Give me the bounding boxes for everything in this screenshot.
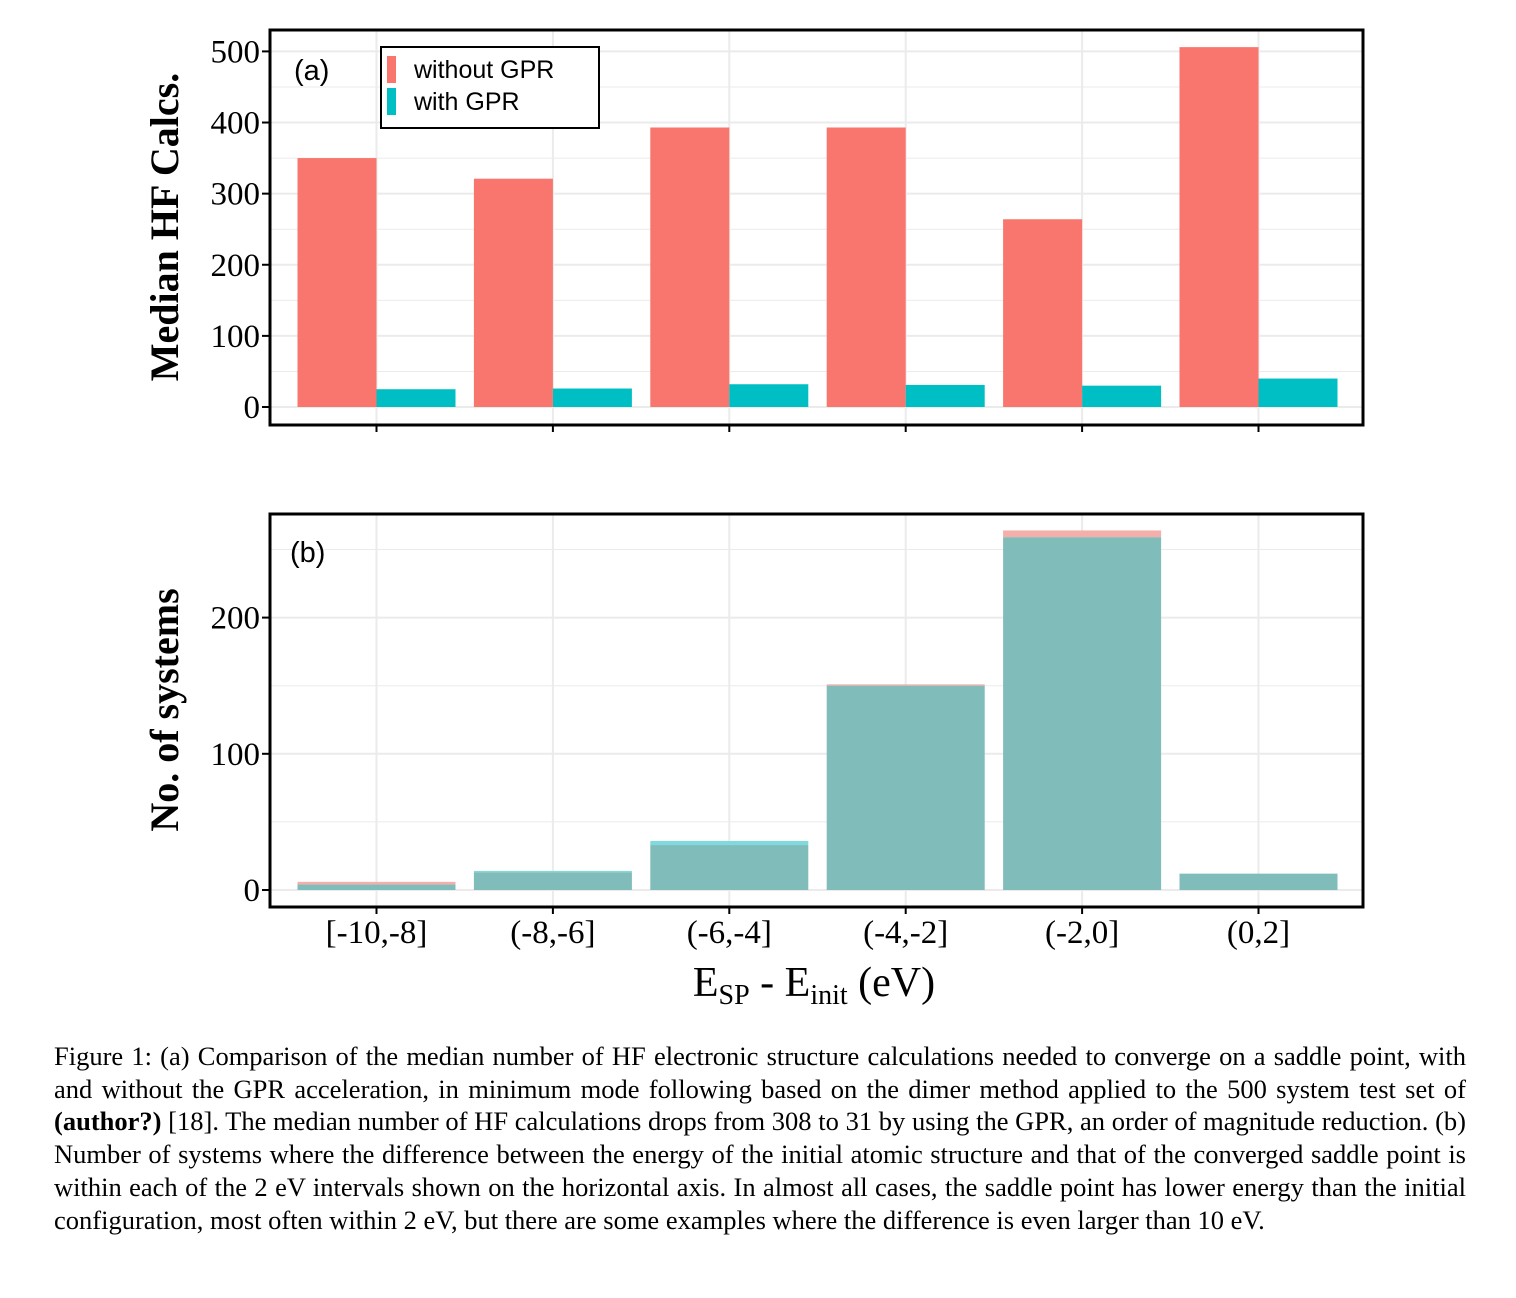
y-axis: 0 100 200 bbox=[211, 601, 270, 909]
bar-with-gpr bbox=[905, 384, 985, 407]
caption-text-2: [18]. The median number of HF calculatio… bbox=[54, 1106, 1466, 1235]
x-axis bbox=[375, 425, 1260, 432]
bars bbox=[297, 47, 1338, 407]
bar-with-gpr bbox=[650, 840, 809, 846]
bar-without-gpr bbox=[297, 158, 377, 407]
bar-without-gpr bbox=[473, 178, 553, 407]
caption-text-1: Figure 1: (a) Comparison of the median n… bbox=[54, 1041, 1466, 1104]
bar-without-gpr bbox=[826, 127, 906, 407]
legend-key bbox=[387, 88, 396, 115]
x-tick-label: (-2,0] bbox=[1045, 915, 1119, 951]
x-tick-label: (-4,-2] bbox=[863, 915, 948, 951]
bar-with-gpr bbox=[1082, 385, 1162, 407]
legend-box bbox=[380, 46, 600, 129]
x-tick-label: [-10,-8] bbox=[326, 915, 428, 951]
y-tick-label: 0 bbox=[244, 390, 261, 426]
panel-border bbox=[268, 28, 1365, 427]
y-axis: 0 100 200 300 400 500 bbox=[211, 34, 270, 426]
bar-with-gpr bbox=[1003, 537, 1162, 890]
y-tick-label: 400 bbox=[211, 106, 261, 142]
bars bbox=[297, 530, 1338, 890]
legend-key bbox=[387, 56, 396, 83]
bar-with-gpr bbox=[1258, 378, 1338, 407]
bar-without-gpr bbox=[650, 127, 730, 407]
bar-without-gpr bbox=[1003, 530, 1162, 538]
panel-label: (a) bbox=[294, 55, 329, 87]
panel-border bbox=[268, 512, 1365, 909]
y-tick-label: 200 bbox=[211, 248, 261, 284]
bar-without-gpr bbox=[650, 845, 809, 890]
x-tick-label: (-6,-4] bbox=[687, 915, 772, 951]
bar-without-gpr bbox=[473, 872, 632, 890]
bar-without-gpr bbox=[1179, 873, 1338, 890]
bar-without-gpr bbox=[297, 881, 456, 885]
figure-caption: Figure 1: (a) Comparison of the median n… bbox=[54, 1040, 1466, 1236]
y-tick-label: 0 bbox=[244, 873, 261, 909]
y-axis-title: No. of systems bbox=[142, 588, 187, 831]
figure: 0 100 200 300 400 500 Median HF Calcs. (a) witho… bbox=[142, 28, 1365, 1011]
y-tick-label: 200 bbox=[211, 601, 261, 637]
x-axis: [-10,-8] (-8,-6] (-6,-4] (-4,-2] (-2,0] (0,2] bbox=[326, 907, 1290, 951]
bar-with-gpr bbox=[297, 884, 456, 890]
bar-without-gpr bbox=[1179, 47, 1259, 407]
y-tick-label: 500 bbox=[211, 34, 261, 70]
x-axis-title: ESP - Einit (eV) bbox=[693, 960, 935, 1011]
panel-b-number-of-systems: 0 100 200 [-10,-8] (-8,-6] (-6,-4] (-4,-2] (-2,… bbox=[142, 512, 1365, 1011]
legend-label: with GPR bbox=[413, 88, 520, 116]
gridlines bbox=[270, 514, 1363, 907]
panel-label: (b) bbox=[290, 537, 325, 569]
bar-with-gpr bbox=[826, 685, 985, 890]
y-tick-label: 100 bbox=[211, 319, 261, 355]
legend-label: without GPR bbox=[413, 56, 554, 84]
panel-a-median-hf-calcs: 0 100 200 300 400 500 Median HF Calcs. (a) witho… bbox=[142, 28, 1365, 432]
caption-citation: (author?) bbox=[54, 1106, 162, 1137]
bar-with-gpr bbox=[729, 384, 809, 407]
bar-with-gpr bbox=[473, 870, 632, 873]
bar-without-gpr bbox=[826, 684, 985, 686]
legend: without GPR with GPR bbox=[380, 46, 600, 129]
bar-without-gpr bbox=[1003, 219, 1083, 407]
y-axis-title: Median HF Calcs. bbox=[142, 73, 187, 382]
x-tick-label: (-8,-6] bbox=[510, 915, 595, 951]
bar-with-gpr bbox=[552, 388, 632, 407]
y-tick-label: 300 bbox=[211, 177, 261, 213]
bar-with-gpr bbox=[376, 389, 456, 407]
x-tick-label: (0,2] bbox=[1227, 915, 1290, 951]
y-tick-label: 100 bbox=[211, 737, 261, 773]
